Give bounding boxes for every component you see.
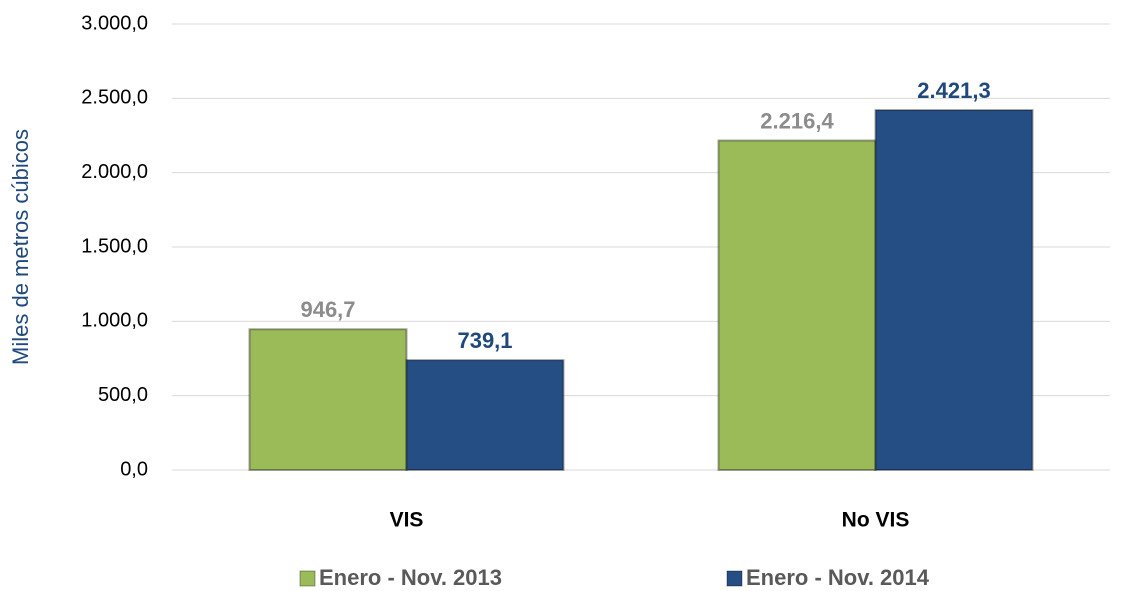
value-label: 739,1 bbox=[457, 328, 512, 353]
legend-label: Enero - Nov. 2014 bbox=[746, 565, 930, 590]
y-tick-label: 500,0 bbox=[98, 384, 148, 406]
y-axis-label: Miles de metros cúbicos bbox=[8, 129, 33, 365]
legend-swatch bbox=[726, 570, 743, 587]
legend-swatch bbox=[299, 570, 316, 587]
value-label: 2.216,4 bbox=[760, 108, 834, 133]
y-tick-label: 2.000,0 bbox=[81, 161, 148, 183]
value-label: 2.421,3 bbox=[917, 78, 990, 103]
bar bbox=[717, 139, 877, 471]
y-tick-label: 3.000,0 bbox=[81, 12, 148, 34]
bar bbox=[405, 359, 565, 471]
bar bbox=[248, 328, 408, 471]
y-tick-label: 1.500,0 bbox=[81, 235, 148, 257]
x-tick-label: VIS bbox=[390, 509, 424, 532]
y-tick-label: 1.000,0 bbox=[81, 310, 148, 332]
x-tick-label: No VIS bbox=[842, 509, 910, 532]
bar bbox=[874, 109, 1034, 472]
y-tick-label: 2.500,0 bbox=[81, 87, 148, 109]
y-tick-label: 0,0 bbox=[120, 458, 148, 480]
value-label: 946,7 bbox=[300, 297, 355, 322]
legend-label: Enero - Nov. 2013 bbox=[319, 565, 502, 590]
